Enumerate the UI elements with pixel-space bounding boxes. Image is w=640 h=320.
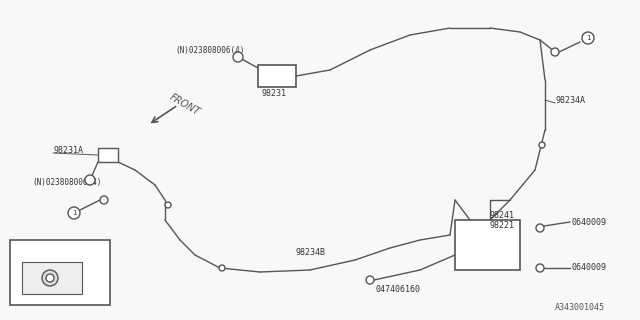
Text: 98221: 98221 <box>490 220 515 229</box>
Circle shape <box>539 142 545 148</box>
Text: 047406160: 047406160 <box>375 285 420 294</box>
Text: 1: 1 <box>586 35 590 41</box>
Bar <box>98 148 118 162</box>
Circle shape <box>42 270 58 286</box>
Circle shape <box>536 224 544 232</box>
Text: 98231: 98231 <box>262 89 287 98</box>
Text: 98241: 98241 <box>490 211 515 220</box>
Circle shape <box>219 265 225 271</box>
Text: (N)023808006(4): (N)023808006(4) <box>175 45 244 54</box>
Bar <box>22 262 82 294</box>
Text: (1) 98248P: (1) 98248P <box>15 245 65 254</box>
Circle shape <box>551 48 559 56</box>
Circle shape <box>100 196 108 204</box>
Text: FRONT: FRONT <box>168 92 202 117</box>
Circle shape <box>536 264 544 272</box>
Circle shape <box>366 276 374 284</box>
Text: 98231A: 98231A <box>53 146 83 155</box>
Text: 98234B: 98234B <box>295 247 325 257</box>
Bar <box>258 65 296 87</box>
Circle shape <box>165 202 171 208</box>
Text: 1: 1 <box>72 210 76 216</box>
Bar <box>10 240 110 305</box>
Circle shape <box>582 32 594 44</box>
Text: 0640009: 0640009 <box>572 218 607 227</box>
Circle shape <box>46 274 54 282</box>
Circle shape <box>68 207 80 219</box>
Text: A343001045: A343001045 <box>555 303 605 312</box>
Text: 0640009: 0640009 <box>572 263 607 273</box>
Circle shape <box>85 175 95 185</box>
Text: (N)023808006(4): (N)023808006(4) <box>32 178 101 187</box>
Text: 98234A: 98234A <box>555 95 585 105</box>
Bar <box>455 220 520 270</box>
Circle shape <box>233 52 243 62</box>
